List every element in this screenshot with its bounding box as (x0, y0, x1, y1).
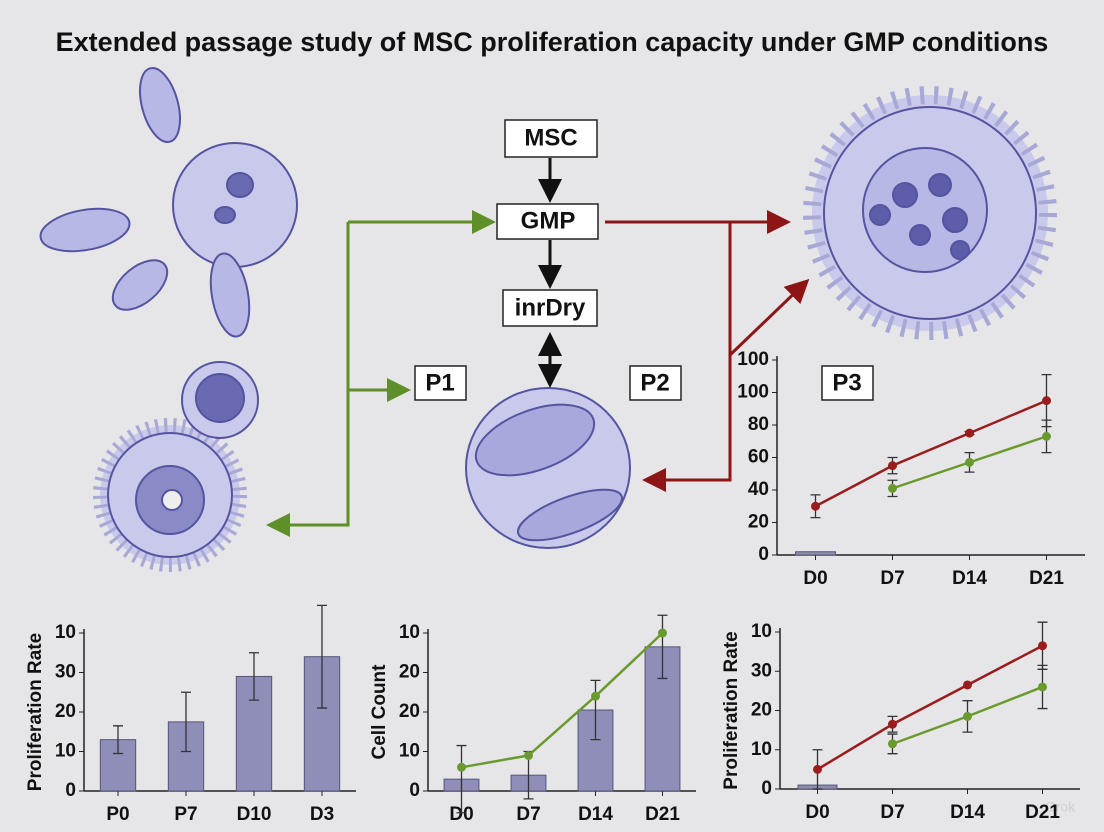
point (524, 750, 533, 760)
y-tick-label: 0 (758, 544, 769, 565)
node-box (496, 203, 599, 240)
x-tick-label: P7 (174, 804, 197, 825)
line (816, 644, 1044, 771)
passage-label: P3 (832, 369, 861, 396)
x-tick-label: D10 (237, 804, 272, 825)
x-tick-label: D0 (449, 804, 473, 825)
y-axis-label: Proliferation Rate (721, 631, 742, 789)
point (888, 461, 897, 471)
point (1038, 641, 1047, 651)
y-tick-label: 10 (751, 739, 772, 760)
y-tick-label: 0 (761, 778, 772, 799)
title: Extended passage study of MSC proliferat… (56, 27, 1049, 57)
point (813, 764, 822, 774)
node-label: inrDry (515, 294, 586, 321)
point (457, 762, 466, 772)
line (814, 399, 1047, 508)
point (888, 739, 897, 749)
y-tick-label: 100 (737, 349, 769, 370)
point (888, 483, 897, 493)
point (963, 711, 972, 721)
bar (794, 551, 837, 556)
y-tick-label: 0 (65, 780, 76, 801)
x-tick-label: D3 (310, 804, 334, 825)
error-bar (249, 652, 259, 701)
x-tick-label: D21 (1025, 802, 1060, 823)
y-tick-label: 10 (399, 741, 420, 762)
cell-top-left (39, 67, 298, 338)
error-bar (657, 614, 668, 680)
point (591, 691, 600, 701)
error-bar (113, 725, 123, 755)
node-label: GMP (521, 207, 576, 234)
error-bar (590, 679, 601, 741)
error-bar (317, 604, 327, 709)
y-tick-label: 20 (399, 701, 420, 722)
point (888, 719, 897, 729)
x-tick-label: D7 (880, 802, 904, 823)
y-tick-label: 20 (399, 662, 420, 683)
cell-top-right (803, 86, 1057, 340)
y-tick-label: 20 (751, 700, 772, 721)
x-tick-label: D14 (952, 568, 987, 589)
y-tick-label: 10 (55, 741, 76, 762)
y-tick-label: 60 (748, 447, 769, 468)
point (811, 501, 820, 511)
y-tick-label: 0 (409, 780, 420, 801)
y-tick-label: 10 (399, 622, 420, 643)
line (461, 632, 664, 769)
x-tick-label: D14 (950, 802, 985, 823)
x-tick-label: D21 (1029, 568, 1064, 589)
error-bar (181, 691, 191, 753)
y-tick-label: 40 (748, 479, 769, 500)
point (965, 428, 974, 438)
y-tick-label: 30 (751, 660, 772, 681)
label-box (629, 365, 682, 401)
x-tick-label: D21 (645, 804, 680, 825)
point (1042, 396, 1051, 406)
x-tick-label: D7 (880, 568, 904, 589)
x-tick-label: D0 (803, 568, 827, 589)
y-axis-label: Cell Count (369, 664, 390, 760)
x-tick-label: P0 (106, 804, 129, 825)
y-tick-label: 30 (55, 662, 76, 683)
y-tick-label: 10 (751, 621, 772, 642)
point (1042, 431, 1051, 441)
node-box (504, 119, 598, 158)
label-box (414, 365, 467, 401)
passage-label: P1 (425, 369, 454, 396)
y-tick-label: 20 (748, 512, 769, 533)
x-tick-label: D7 (516, 804, 540, 825)
node-label: MSC (524, 124, 577, 151)
error-bar (456, 744, 467, 814)
y-axis-label: Proliferation Rate (25, 633, 46, 791)
x-tick-label: D14 (578, 804, 613, 825)
y-tick-label: 100 (737, 382, 769, 403)
cell-left (93, 361, 259, 572)
cell-center (465, 387, 631, 549)
point (1038, 682, 1047, 692)
point (963, 680, 972, 690)
point (965, 457, 974, 467)
label-box (821, 365, 874, 401)
y-tick-label: 80 (748, 414, 769, 435)
y-tick-label: 10 (55, 622, 76, 643)
arrows (266, 158, 810, 537)
node-box (502, 289, 598, 327)
x-tick-label: D0 (805, 802, 829, 823)
y-tick-label: 20 (55, 701, 76, 722)
passage-label: P2 (640, 369, 669, 396)
point (658, 628, 667, 638)
watermark: Grok (1045, 799, 1076, 815)
